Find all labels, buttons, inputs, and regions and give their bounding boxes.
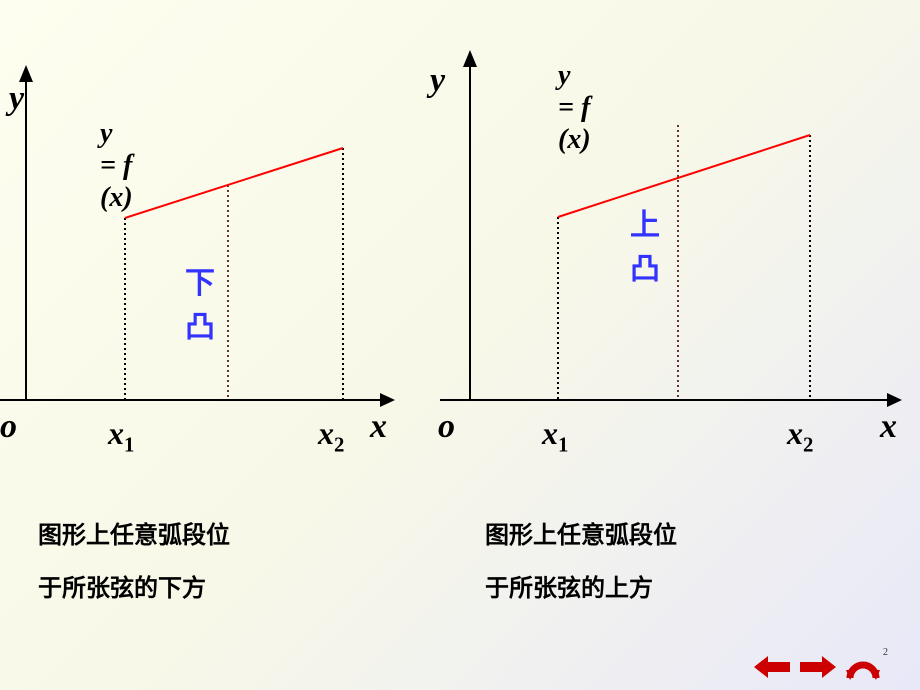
forward-arrow-icon[interactable] — [800, 656, 836, 678]
right-region-label: 上凸 — [630, 200, 660, 288]
right-axes-svg — [0, 0, 920, 420]
right-x2-tick: x2 — [787, 415, 813, 457]
right-caption-line1: 图形上任意弧段位 — [485, 510, 677, 563]
left-caption: 图形上任意弧段位 于所张弦的下方 — [38, 510, 230, 616]
left-x1-tick: x1 — [108, 415, 134, 457]
right-caption: 图形上任意弧段位 于所张弦的上方 — [485, 510, 677, 616]
right-x-label: x — [880, 408, 897, 446]
right-y-label: y — [430, 62, 445, 100]
left-caption-line2: 于所张弦的下方 — [38, 563, 230, 616]
right-x1-tick: x1 — [542, 415, 568, 457]
right-caption-line2: 于所张弦的上方 — [485, 563, 677, 616]
left-caption-line1: 图形上任意弧段位 — [38, 510, 230, 563]
right-origin-label: o — [438, 408, 455, 446]
back-arrow-icon[interactable] — [754, 656, 790, 678]
right-func-label: y = f (x) — [558, 60, 591, 156]
nav-icons — [754, 654, 880, 680]
left-x2-tick: x2 — [318, 415, 344, 457]
page-number: 2 — [883, 647, 888, 658]
return-arrow-icon[interactable] — [846, 654, 880, 680]
